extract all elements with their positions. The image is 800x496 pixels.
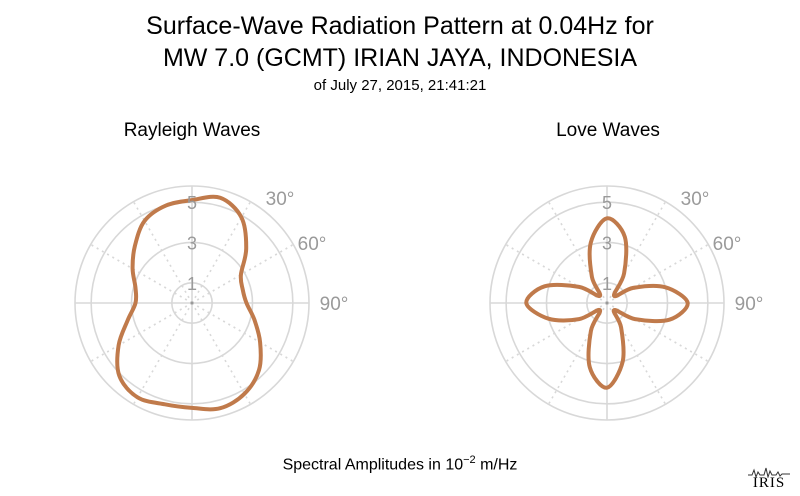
rayleigh-angle-tick-label: 60° bbox=[298, 234, 327, 255]
rayleigh-grid-circle bbox=[90, 201, 294, 405]
chart-title-line2: MW 7.0 (GCMT) IRIAN JAYA, INDONESIA bbox=[162, 44, 638, 72]
rayleigh-center-dot bbox=[190, 301, 194, 305]
unit-prefix: Spectral Amplitudes in bbox=[282, 456, 446, 474]
love-angle-tick-label: 90° bbox=[735, 294, 764, 315]
love-center-dot bbox=[605, 301, 609, 305]
iris-logo-text: IRIS bbox=[752, 475, 786, 491]
iris-logo: IRIS bbox=[746, 466, 792, 492]
love-radial-tick-label: 3 bbox=[602, 233, 612, 253]
chart-title-line1: Surface-Wave Radiation Pattern at 0.04Hz… bbox=[146, 12, 654, 40]
rayleigh-radial-tick-label: 3 bbox=[187, 233, 197, 253]
rayleigh-radial-tick-label: 5 bbox=[187, 193, 197, 213]
rayleigh-grid-spoke bbox=[191, 302, 252, 405]
rayleigh-outer-circle bbox=[74, 185, 310, 421]
love-angle-tick-label: 60° bbox=[713, 234, 742, 255]
unit-exponent: −2 bbox=[463, 454, 476, 466]
love-panel-title: Love Waves bbox=[556, 120, 660, 141]
love-angle-tick-label: 30° bbox=[681, 189, 710, 210]
unit-suffix: m/Hz bbox=[475, 456, 518, 474]
love-radial-tick-label: 1 bbox=[602, 274, 612, 294]
amplitude-unit-label: Spectral Amplitudes in 10−2 m/Hz bbox=[0, 454, 800, 474]
rayleigh-panel-title: Rayleigh Waves bbox=[123, 120, 261, 141]
rayleigh-grid-spoke bbox=[132, 201, 193, 304]
chart-subtitle: of July 27, 2015, 21:41:21 bbox=[313, 77, 487, 94]
rayleigh-grid-spoke bbox=[90, 243, 193, 304]
rayleigh-radial-tick-label: 1 bbox=[187, 274, 197, 294]
love-grid-circle bbox=[505, 201, 709, 405]
love-radiation-curve bbox=[524, 216, 690, 390]
love-grid-circle bbox=[586, 282, 628, 324]
rayleigh-grid-spoke bbox=[90, 302, 193, 363]
rayleigh-angle-tick-label: 90° bbox=[320, 294, 349, 315]
unit-base: 10 bbox=[445, 456, 464, 474]
rayleigh-grid-circle bbox=[130, 241, 254, 365]
rayleigh-grid-spoke bbox=[132, 302, 193, 405]
rayleigh-grid-circle bbox=[171, 282, 213, 324]
love-radial-tick-label: 5 bbox=[602, 193, 612, 213]
rayleigh-angle-tick-label: 30° bbox=[266, 189, 295, 210]
seismogram-icon bbox=[748, 467, 790, 478]
rayleigh-radiation-curve bbox=[115, 194, 263, 412]
rayleigh-grid-spoke bbox=[191, 302, 294, 363]
love-outer-circle bbox=[489, 185, 725, 421]
love-grid-circle bbox=[545, 241, 669, 365]
